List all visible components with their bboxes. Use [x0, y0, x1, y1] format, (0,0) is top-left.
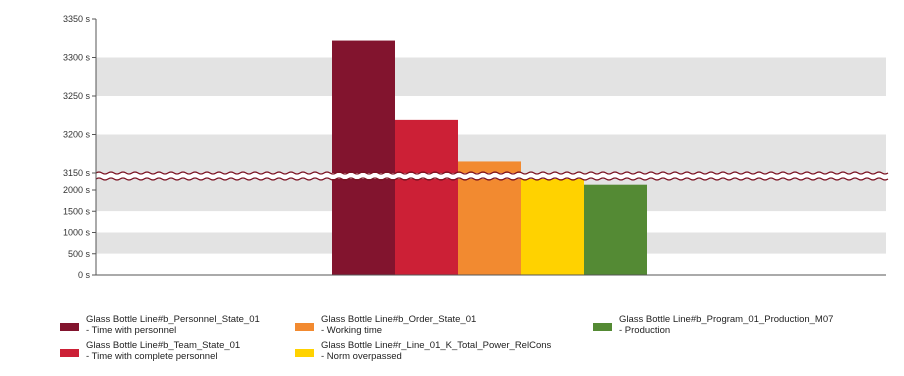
legend-sublabel: - Working time — [321, 325, 383, 336]
legend-label: Glass Bottle Line#b_Personnel_State_01 — [86, 314, 260, 325]
y-tick-label: 2000 s — [63, 185, 91, 195]
legend-sublabel: - Production — [619, 325, 671, 336]
y-tick-label: 3150 s — [63, 168, 91, 178]
y-tick-label: 500 s — [68, 249, 91, 259]
axis-break-line — [95, 177, 889, 181]
legend-item-power: Glass Bottle Line#r_Line_01_K_Total_Powe… — [295, 340, 551, 362]
legend-label: Glass Bottle Line#b_Team_State_01 — [86, 340, 241, 351]
legend-sublabel: - Time with complete personnel — [86, 351, 218, 362]
legend-sublabel: - Norm overpassed — [321, 351, 402, 362]
y-tick-label: 3250 s — [63, 91, 91, 101]
bar — [521, 173, 584, 275]
y-tick-label: 3200 s — [63, 130, 91, 140]
grid-band — [96, 57, 886, 96]
y-tick-label: 1000 s — [63, 228, 91, 238]
y-tick-label: 3300 s — [63, 53, 91, 63]
bar — [395, 119, 458, 276]
legend-swatch-team — [60, 349, 79, 357]
axis-break-line — [95, 171, 889, 175]
legend-item-personnel: Glass Bottle Line#b_Personnel_State_01 -… — [60, 314, 260, 336]
legend-sublabel: - Time with personnel — [86, 325, 177, 336]
grid-band — [96, 96, 886, 135]
legend-swatch-order — [295, 323, 314, 331]
bar — [584, 184, 647, 275]
y-tick-label: 0 s — [78, 270, 91, 280]
axis-break-band — [86, 173, 886, 179]
legend-label: Glass Bottle Line#r_Line_01_K_Total_Powe… — [321, 340, 552, 351]
y-tick-label: 3350 s — [63, 14, 91, 24]
legend-label: Glass Bottle Line#b_Program_01_Productio… — [619, 314, 834, 325]
grid-band — [96, 19, 886, 58]
legend-item-production: Glass Bottle Line#b_Program_01_Productio… — [593, 314, 833, 336]
legend-item-order: Glass Bottle Line#b_Order_State_01 - Wor… — [295, 314, 476, 336]
legend-swatch-power — [295, 349, 314, 357]
legend-swatch-production — [593, 323, 612, 331]
bar-chart: 3350 s 3300 s 3250 s 3200 s 3150 s 2000 s 1500… — [63, 14, 889, 280]
legend-label: Glass Bottle Line#b_Order_State_01 — [321, 314, 477, 325]
bar — [332, 40, 395, 276]
legend-item-team: Glass Bottle Line#b_Team_State_01 - Time… — [60, 340, 240, 362]
y-tick-label: 1500 s — [63, 206, 91, 216]
legend-swatch-personnel — [60, 323, 79, 331]
legend: Glass Bottle Line#b_Personnel_State_01 -… — [52, 308, 872, 372]
